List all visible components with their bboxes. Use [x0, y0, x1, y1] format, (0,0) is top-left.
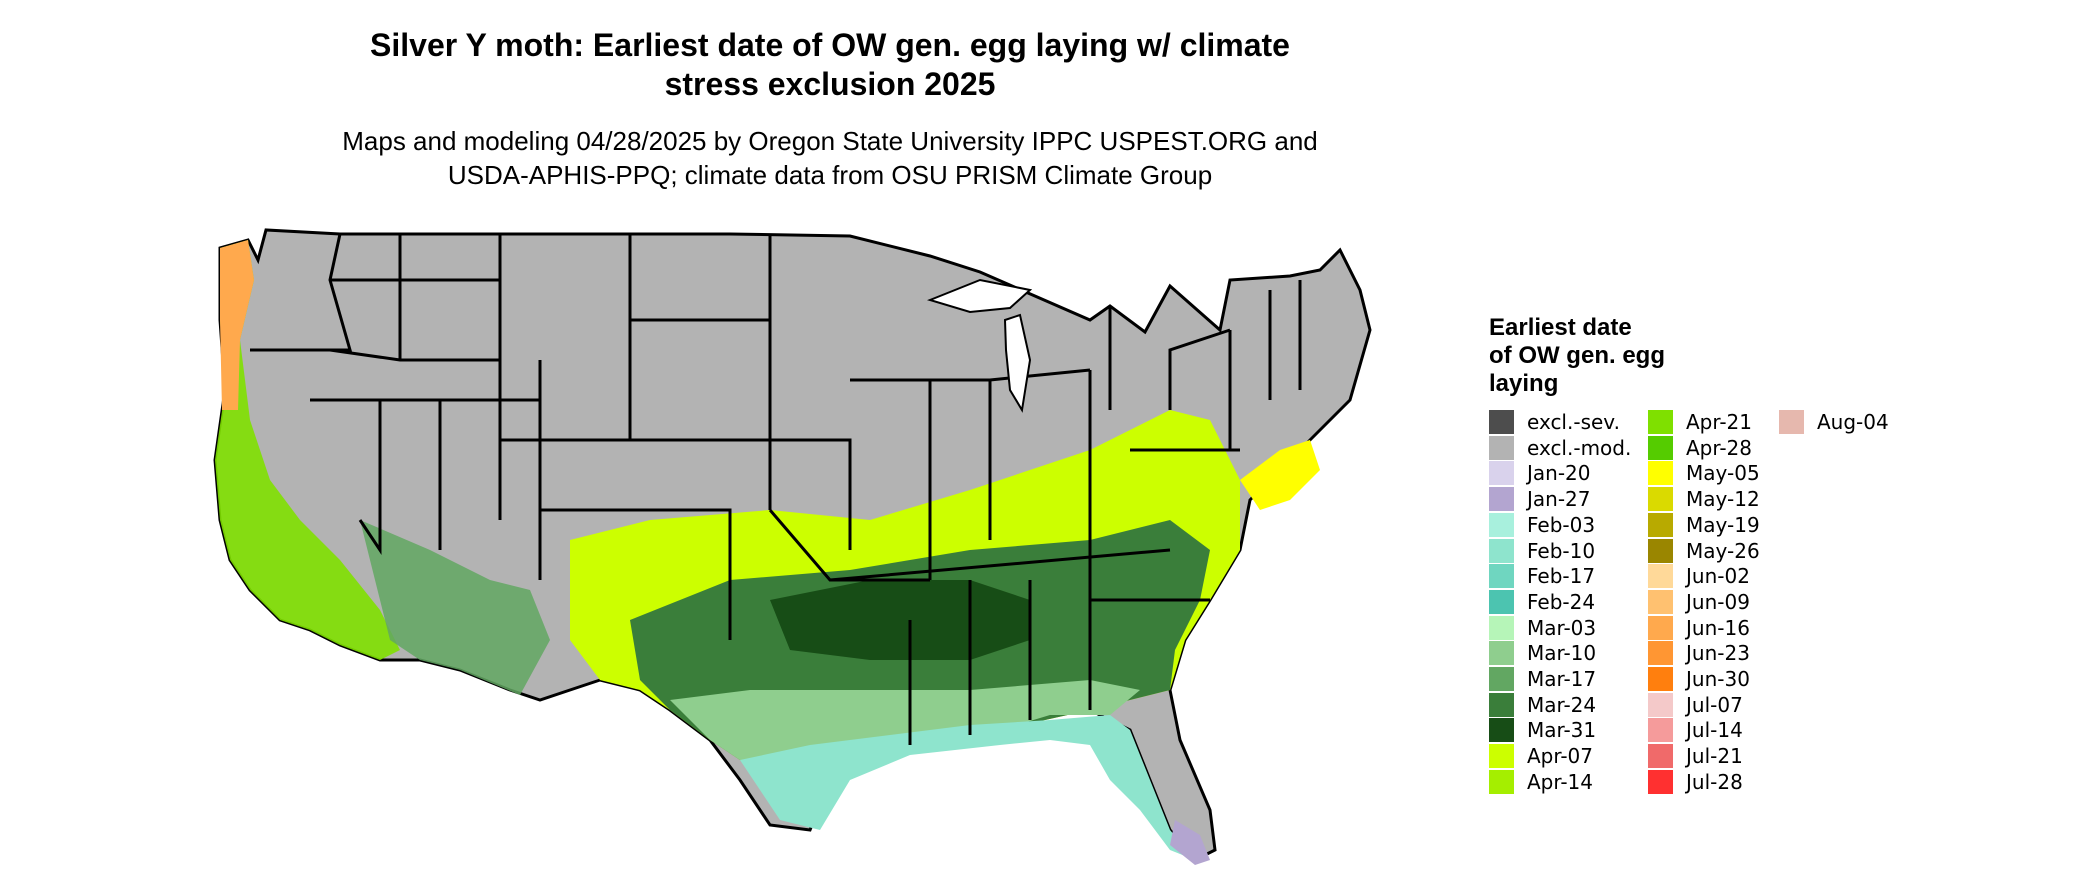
legend-label: Jul-14	[1686, 718, 1743, 743]
southern-mar31-zone	[770, 580, 1030, 660]
legend-swatch	[1648, 410, 1673, 434]
legend-label: Mar-31	[1527, 718, 1597, 743]
legend-label: May-05	[1686, 461, 1760, 486]
legend-label: Jul-28	[1686, 769, 1743, 794]
state-borders	[250, 233, 1302, 745]
legend-label: Mar-10	[1527, 641, 1597, 666]
legend-label: Jun-09	[1686, 589, 1750, 614]
southwest-zone	[360, 520, 550, 695]
legend-label: Jun-02	[1686, 564, 1750, 589]
legend-swatch	[1648, 718, 1673, 743]
map-subtitle: Maps and modeling 04/28/2025 by Oregon S…	[0, 124, 1660, 192]
legend-swatch	[1489, 744, 1514, 769]
legend-swatch	[1489, 487, 1514, 512]
legend-swatch	[1648, 487, 1673, 512]
legend-swatch	[1489, 538, 1514, 563]
legend-label: excl.-mod.	[1527, 435, 1632, 460]
legend-label: Feb-10	[1527, 538, 1596, 563]
legend-title: Earliest date of OW gen. egg laying	[1489, 314, 1719, 398]
legend-label: Mar-03	[1527, 615, 1597, 640]
legend-label: Jul-21	[1686, 744, 1743, 769]
legend-swatch	[1489, 564, 1514, 589]
legend-label: Feb-03	[1527, 512, 1596, 537]
map-subtitle-line-1: Maps and modeling 04/28/2025 by Oregon S…	[342, 126, 1318, 156]
west-coast-zone	[215, 240, 400, 660]
legend-label: May-12	[1686, 487, 1760, 512]
legend-title-line-1: Earliest date	[1489, 314, 1632, 341]
legend-swatch	[1489, 692, 1514, 717]
lake-superior	[926, 278, 1033, 314]
legend-label: Jun-23	[1686, 641, 1750, 666]
legend-title-line-2: of OW gen. egg	[1489, 342, 1665, 369]
us-map	[213, 228, 1372, 865]
legend-label: Jun-16	[1686, 615, 1750, 640]
lake-michigan	[1003, 313, 1032, 413]
legend-title-line-3: laying	[1489, 370, 1559, 397]
legend-label: Mar-17	[1527, 667, 1597, 691]
legend-label: Apr-14	[1527, 769, 1593, 794]
legend-label: May-19	[1686, 512, 1760, 537]
map-subtitle-line-2: USDA-APHIS-PPQ; climate data from OSU PR…	[447, 160, 1213, 190]
legend-label: Feb-24	[1527, 589, 1596, 614]
legend-swatch	[1489, 589, 1514, 614]
florida-jan-zone	[1170, 820, 1210, 865]
legend-swatch	[1648, 564, 1673, 589]
gulf-feb-zone	[740, 715, 1195, 860]
legend-label: Mar-24	[1527, 692, 1597, 717]
legend-label: Aug-04	[1817, 410, 1889, 434]
legend-swatch	[1648, 615, 1673, 640]
map-title-line-2: stress exclusion 2025	[664, 66, 996, 102]
legend-swatch	[1648, 461, 1673, 486]
pacific-northwest-zone	[220, 240, 254, 410]
legend-swatch	[1648, 589, 1673, 614]
legend-label: Jul-07	[1686, 692, 1743, 717]
legend-swatch	[1648, 538, 1673, 563]
legend-swatch	[1489, 435, 1514, 460]
legend-swatch	[1489, 718, 1514, 743]
legend-label: Jan-27	[1527, 487, 1591, 512]
legend-swatch	[1489, 615, 1514, 640]
legend-swatch	[1648, 667, 1673, 691]
legend-swatch	[1489, 410, 1514, 434]
legend-label: May-26	[1686, 538, 1760, 563]
mid-atlantic-zone	[1240, 440, 1320, 510]
legend-label: Apr-21	[1686, 410, 1752, 434]
legend-swatch	[1779, 410, 1804, 434]
legend-label: Jun-30	[1686, 667, 1750, 691]
legend-swatch	[1489, 641, 1514, 666]
map-title-line-1: Silver Y moth: Earliest date of OW gen. …	[370, 27, 1290, 63]
legend-swatch	[1489, 769, 1514, 794]
legend-swatch	[1489, 667, 1514, 691]
legend-swatch	[1648, 512, 1673, 537]
legend-label: Apr-28	[1686, 435, 1752, 460]
legend-swatch	[1648, 692, 1673, 717]
legend-label: Feb-17	[1527, 564, 1596, 589]
map-title: Silver Y moth: Earliest date of OW gen. …	[0, 26, 1660, 104]
legend-swatch	[1489, 512, 1514, 537]
legend-swatch	[1648, 641, 1673, 666]
legend-swatch	[1648, 744, 1673, 769]
legend-swatch	[1489, 461, 1514, 486]
legend-swatch	[1648, 769, 1673, 794]
legend-label: Apr-07	[1527, 744, 1593, 769]
legend-label: excl.-sev.	[1527, 410, 1620, 434]
legend-label: Jan-20	[1527, 461, 1591, 486]
legend-swatch	[1648, 435, 1673, 460]
